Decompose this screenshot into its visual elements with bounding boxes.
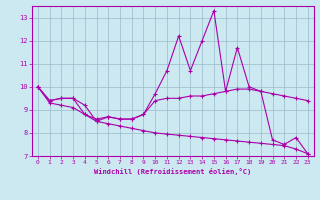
X-axis label: Windchill (Refroidissement éolien,°C): Windchill (Refroidissement éolien,°C) — [94, 168, 252, 175]
